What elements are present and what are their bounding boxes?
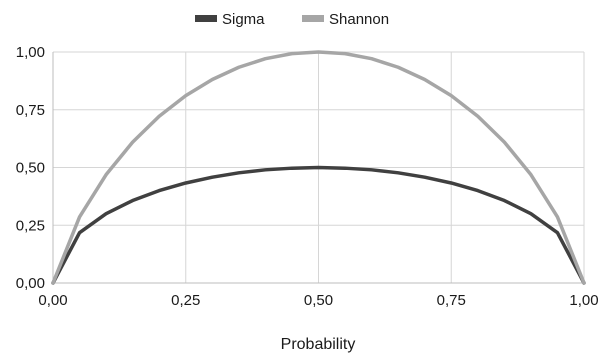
series [51, 50, 586, 285]
y-tick-label: 0,00 [16, 275, 45, 292]
x-tick-label: 0,00 [38, 292, 67, 309]
y-tick-label: 0,25 [16, 217, 45, 234]
axes [52, 52, 584, 284]
legend-label-shannon: Shannon [329, 11, 389, 28]
y-tick-label: 0,50 [16, 160, 45, 177]
legend-label-sigma: Sigma [222, 11, 265, 28]
x-tick-label: 0,25 [171, 292, 200, 309]
y-tick-label: 1,00 [16, 44, 45, 61]
series-line-shannon [51, 50, 586, 285]
tick-labels: 0,00 0,25 0,50 0,75 1,00 0,00 0,25 0,50 0,75 1,00 [16, 44, 599, 309]
x-axis-title: Probability [281, 336, 356, 353]
y-tick-label: 0,75 [16, 102, 45, 119]
x-tick-label: 1,00 [569, 292, 598, 309]
x-tick-label: 0,50 [304, 292, 333, 309]
legend-swatch-sigma [195, 15, 217, 22]
series-line-sigma [51, 165, 586, 285]
legend: Sigma Shannon [195, 11, 389, 28]
legend-swatch-shannon [302, 15, 324, 22]
x-tick-label: 0,75 [437, 292, 466, 309]
